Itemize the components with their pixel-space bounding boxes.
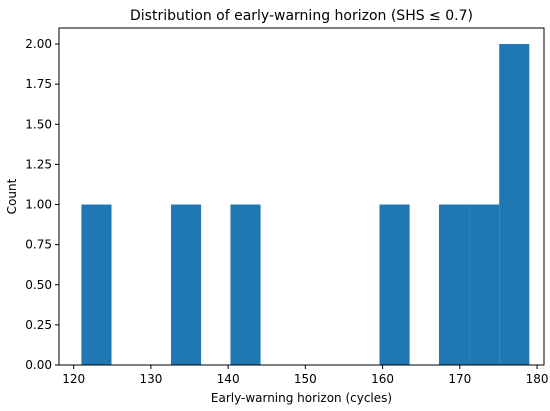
bars-group [81, 44, 530, 366]
x-tick-label: 140 [217, 372, 240, 386]
y-tick-label: 1.00 [25, 198, 52, 212]
x-tick-label: 180 [526, 372, 549, 386]
y-tick-label: 1.50 [25, 117, 52, 131]
y-axis-label: Count [5, 178, 19, 214]
x-axis-ticks: 120 130 140 150 160 170 180 [62, 365, 549, 386]
chart-title: Distribution of early-warning horizon (S… [130, 8, 473, 24]
histogram-bar-12 [438, 204, 470, 365]
y-tick-label: 0.00 [25, 358, 52, 372]
y-tick-label: 0.50 [25, 278, 52, 292]
histogram-bar-14 [499, 44, 530, 366]
x-tick-label: 150 [294, 372, 317, 386]
histogram-bar-3 [170, 204, 202, 365]
y-tick-label: 0.25 [25, 318, 52, 332]
x-axis-label: Early-warning horizon (cycles) [211, 391, 392, 405]
histogram-bar-5 [230, 204, 261, 365]
y-tick-label: 2.00 [25, 37, 52, 51]
x-tick-label: 130 [139, 372, 162, 386]
histogram-bar-13 [469, 204, 500, 365]
x-tick-label: 160 [371, 372, 394, 386]
x-tick-label: 170 [448, 372, 471, 386]
y-tick-label: 0.75 [25, 238, 52, 252]
y-tick-label: 1.75 [25, 77, 52, 91]
y-axis-ticks: 0.00 0.25 0.50 0.75 1.00 1.25 1.50 1.75 2.00 [25, 37, 59, 372]
plot-frame [58, 27, 545, 366]
x-tick-label: 120 [62, 372, 85, 386]
histogram-bar-10 [379, 204, 410, 365]
y-tick-label: 1.25 [25, 157, 52, 171]
histogram-bar-0 [81, 204, 112, 365]
